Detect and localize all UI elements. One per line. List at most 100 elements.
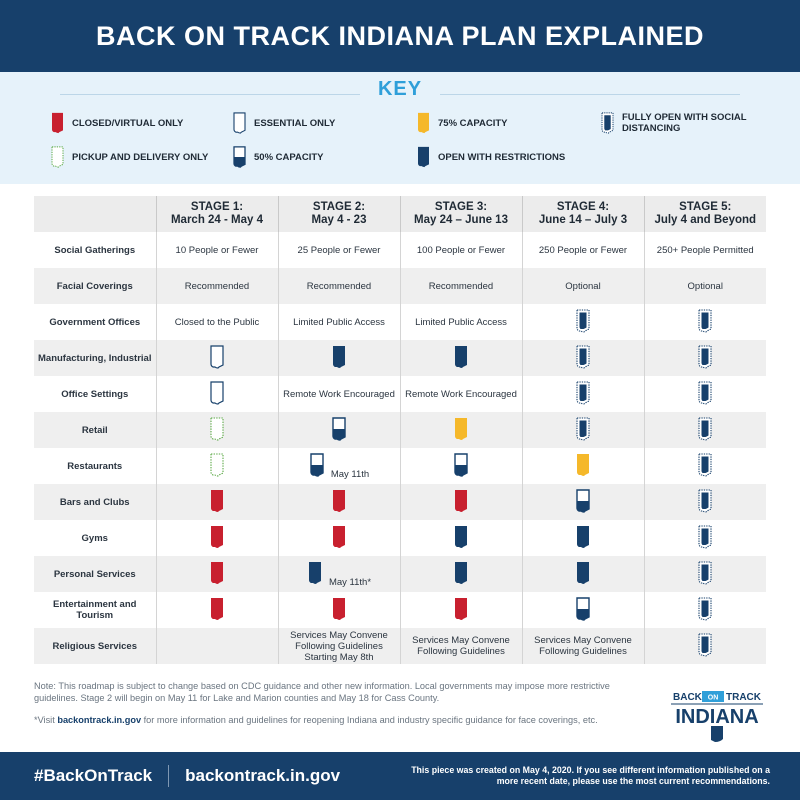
key-label-fully-open: FULLY OPEN WITH SOCIAL DISTANCING xyxy=(622,112,747,134)
table-row: Social Gatherings 10 People or Fewer 25 Pe… xyxy=(34,232,766,268)
status-cell xyxy=(155,448,278,484)
status-cell xyxy=(155,412,278,448)
logo-on-box xyxy=(702,691,724,702)
table-row: Entertainment and Tourism xyxy=(34,592,766,628)
dotted-navy-indiana-icon xyxy=(697,524,713,549)
yellow-indiana-icon xyxy=(575,453,591,477)
status-cell xyxy=(155,484,278,520)
dotted-navy-indiana-icon xyxy=(575,308,591,333)
text-cell: Services May Convene Following Guideline… xyxy=(277,628,400,664)
text-cell: Recommended xyxy=(277,268,400,304)
status-cell xyxy=(399,448,522,484)
stage-header-row: STAGE 1: March 24 - May 4 STAGE 2: May 4 -… xyxy=(34,196,766,232)
header-empty-cell xyxy=(34,196,156,232)
status-cell xyxy=(277,592,400,628)
status-cell xyxy=(399,412,522,448)
red-indiana-icon xyxy=(50,112,72,134)
row-label: Office Settings xyxy=(61,388,129,400)
page-title: BACK ON TRACK INDIANA PLAN EXPLAINED xyxy=(95,20,704,51)
status-cell xyxy=(643,592,766,628)
key-label-pickup: PICKUP AND DELIVERY ONLY xyxy=(72,151,209,163)
text-cell: Services May Convene Following Guideline… xyxy=(399,628,522,664)
dotted-navy-indiana-icon xyxy=(575,344,591,369)
logo-back: BACK xyxy=(673,692,703,703)
dotted-navy-indiana-icon xyxy=(697,488,713,513)
visit-note: *Visit backontrack.in.gov for more infor… xyxy=(34,715,598,725)
navy-indiana-icon xyxy=(453,345,469,369)
key-label-capacity75: 75% CAPACITY xyxy=(438,117,508,129)
header-banner: BACK ON TRACK INDIANA PLAN EXPLAINED xyxy=(0,0,800,72)
text-cell: Limited Public Access xyxy=(399,304,522,340)
status-cell xyxy=(521,484,644,520)
status-cell xyxy=(521,448,644,484)
hashtag: #BackOnTrack xyxy=(34,766,153,785)
status-cell xyxy=(643,556,766,592)
navy-indiana-icon xyxy=(575,561,591,585)
status-cell xyxy=(521,304,644,340)
status-cell xyxy=(521,340,644,376)
status-cell xyxy=(521,592,644,628)
red-indiana-icon xyxy=(331,525,347,549)
status-cell xyxy=(399,556,522,592)
half-navy-indiana-icon xyxy=(575,596,591,621)
logo-indiana: INDIANA xyxy=(675,706,758,728)
status-cell xyxy=(399,520,522,556)
status-cell xyxy=(521,376,644,412)
row-label: Restaurants xyxy=(67,460,123,472)
logo-on: ON xyxy=(708,695,719,702)
stage-header: STAGE 4: June 14 – July 3 xyxy=(521,196,644,232)
navy-indiana-icon xyxy=(575,525,591,549)
dotted-navy-indiana-icon xyxy=(600,112,622,134)
navy-indiana-icon xyxy=(416,146,438,168)
red-indiana-icon xyxy=(453,489,469,513)
dotted-navy-indiana-icon xyxy=(697,308,713,333)
status-cell xyxy=(643,520,766,556)
key-item-fully-open: FULLY OPEN WITH SOCIAL DISTANCING xyxy=(600,112,770,134)
footer-note: This piece was created on May 4, 2020. I… xyxy=(411,765,770,786)
status-cell xyxy=(521,520,644,556)
row-label: Personal Services xyxy=(34,556,156,592)
dotted-navy-indiana-icon xyxy=(697,380,713,405)
navy-indiana-icon xyxy=(453,525,469,549)
dotted-navy-indiana-icon xyxy=(697,344,713,369)
text-cell: Optional xyxy=(521,268,644,304)
status-cell xyxy=(277,520,400,556)
red-indiana-icon xyxy=(453,597,469,621)
dotted-navy-indiana-icon xyxy=(697,596,713,621)
status-cell xyxy=(643,340,766,376)
text-cell: Closed to the Public xyxy=(155,304,278,340)
roadmap-note: Note: This roadmap is subject to change … xyxy=(34,681,610,703)
status-cell xyxy=(277,340,400,376)
text-cell: Remote Work Encouraged xyxy=(399,376,522,412)
row-label: Gyms xyxy=(81,532,108,544)
key-label-closed: CLOSED/VIRTUAL ONLY xyxy=(72,117,184,129)
status-cell xyxy=(399,340,522,376)
key-item-closed: CLOSED/VIRTUAL ONLY xyxy=(50,112,183,134)
status-cell xyxy=(521,556,644,592)
text-cell: Services May Convene Following Guideline… xyxy=(521,628,644,664)
dotted-navy-indiana-icon xyxy=(697,416,713,441)
cell-note: May 11th* xyxy=(328,576,372,588)
status-cell: May 11th xyxy=(277,448,400,484)
footer-url[interactable]: backontrack.in.gov xyxy=(185,766,341,785)
text-cell: 250 People or Fewer xyxy=(521,232,644,268)
website-link[interactable]: backontrack.in.gov xyxy=(57,715,142,725)
logo-state-icon xyxy=(711,726,723,742)
table-row: Restaurants May 11th xyxy=(34,448,766,484)
green-dotted-indiana-icon xyxy=(209,416,225,441)
stage-table: STAGE 1: March 24 - May 4 STAGE 2: May 4 -… xyxy=(34,196,766,664)
key-rule-right xyxy=(440,94,740,95)
text-cell: Recommended xyxy=(399,268,522,304)
status-cell xyxy=(155,556,278,592)
green-dotted-indiana-icon xyxy=(50,146,72,168)
dotted-navy-indiana-icon xyxy=(697,452,713,477)
stage-header: STAGE 3: May 24 – June 13 xyxy=(399,196,522,232)
status-cell xyxy=(155,520,278,556)
yellow-indiana-icon xyxy=(453,417,469,441)
status-cell xyxy=(277,484,400,520)
red-indiana-icon xyxy=(209,597,225,621)
stage-header: STAGE 5: July 4 and Beyond xyxy=(643,196,766,232)
key-rule-left xyxy=(60,94,360,95)
red-indiana-icon xyxy=(209,489,225,513)
outline-indiana-icon xyxy=(209,344,225,369)
